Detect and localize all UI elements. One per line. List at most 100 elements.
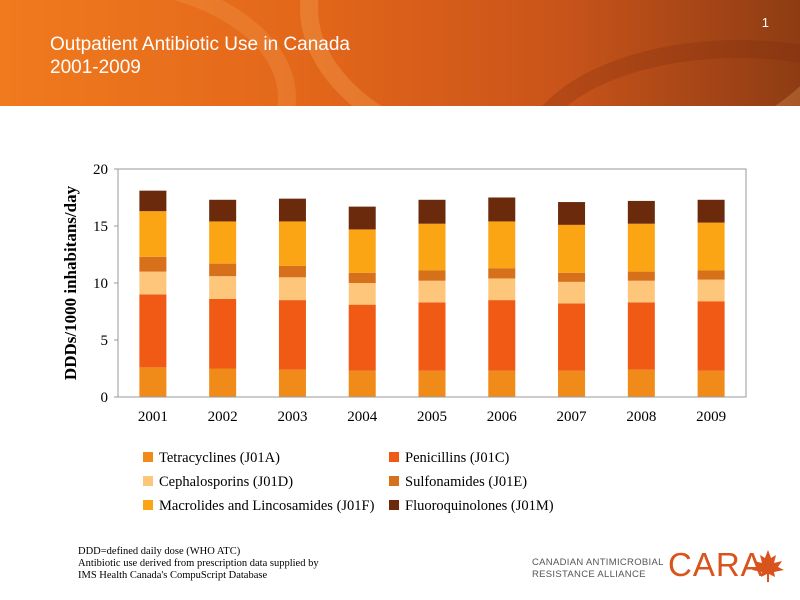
bar-segment bbox=[278, 265, 306, 278]
slide-title-line1: Outpatient Antibiotic Use in Canada bbox=[50, 34, 350, 55]
bar-segment bbox=[558, 303, 586, 371]
bar-segment bbox=[139, 256, 167, 272]
legend-item: Cephalosporins (J01D) bbox=[143, 474, 293, 491]
bar-segment bbox=[558, 370, 586, 397]
bar-segment bbox=[697, 301, 725, 371]
x-tick-label: 2009 bbox=[696, 409, 726, 425]
x-tick-label: 2002 bbox=[208, 409, 238, 425]
cara-logo: CANADIAN ANTIMICROBIAL RESISTANCE ALLIAN… bbox=[532, 546, 792, 587]
logo-tagline-line2: RESISTANCE ALLIANCE bbox=[532, 569, 646, 580]
legend-label: Cephalosporins (J01D) bbox=[159, 474, 294, 490]
plot-area bbox=[139, 190, 725, 397]
bar-segment bbox=[139, 211, 167, 257]
bar-segment bbox=[488, 278, 516, 301]
slide-header bbox=[0, 0, 800, 106]
footnote-line: IMS Health Canada's CompuScript Database bbox=[78, 570, 268, 581]
bar-segment bbox=[697, 370, 725, 397]
bar-segment bbox=[418, 370, 446, 397]
logo-tagline: CANADIAN ANTIMICROBIAL RESISTANCE ALLIAN… bbox=[532, 557, 664, 581]
bar-segment bbox=[209, 368, 237, 397]
legend-swatch bbox=[143, 500, 153, 510]
bar-segment bbox=[278, 198, 306, 222]
axes: 0 5 10 15 20 DDDs/1000 inhabitans/day 2001 2002… bbox=[61, 162, 747, 425]
footnote-line: Antibiotic use derived from prescription… bbox=[78, 558, 319, 569]
bar-segment bbox=[627, 200, 655, 224]
y-axis-title: DDDs/1000 inhabitans/day bbox=[61, 185, 80, 380]
y-tick-label: 0 bbox=[101, 390, 109, 406]
bar-segment bbox=[348, 272, 376, 283]
bar-segment bbox=[348, 229, 376, 273]
bar-segment bbox=[278, 300, 306, 370]
bar-segment bbox=[418, 223, 446, 271]
x-tick-label: 2008 bbox=[626, 409, 656, 425]
x-tick-label: 2007 bbox=[557, 409, 588, 425]
bar-segment bbox=[348, 283, 376, 305]
legend-item: Tetracyclines (J01A) bbox=[143, 450, 280, 467]
logo-wordmark: CARA bbox=[668, 546, 764, 583]
x-tick-label: 2006 bbox=[487, 409, 518, 425]
bar-segment bbox=[488, 197, 516, 222]
bar-segment bbox=[209, 263, 237, 277]
legend-swatch bbox=[389, 500, 399, 510]
x-tick-label: 2004 bbox=[347, 409, 378, 425]
bar-segment bbox=[488, 300, 516, 371]
bar-segment bbox=[558, 272, 586, 282]
bar-segment bbox=[209, 298, 237, 369]
x-tick-label: 2001 bbox=[138, 409, 168, 425]
legend-swatch bbox=[389, 452, 399, 462]
legend-item: Sulfonamides (J01E) bbox=[389, 474, 527, 491]
bar-segment bbox=[627, 369, 655, 397]
bar-segment bbox=[558, 224, 586, 273]
bar-segment bbox=[139, 294, 167, 368]
bar-segment bbox=[627, 280, 655, 303]
bar-segment bbox=[139, 271, 167, 295]
bar-segment bbox=[488, 221, 516, 269]
y-tick-label: 10 bbox=[93, 276, 108, 292]
bar-segment bbox=[278, 277, 306, 301]
bar-segment bbox=[348, 304, 376, 371]
bar-segment bbox=[418, 280, 446, 303]
bar-segment bbox=[558, 281, 586, 304]
bar-segment bbox=[697, 270, 725, 280]
y-tick-label: 15 bbox=[93, 219, 108, 235]
footnote-line: DDD=defined daily dose (WHO ATC) bbox=[78, 546, 241, 557]
maple-leaf-icon bbox=[752, 550, 784, 582]
slide-title: Outpatient Antibiotic Use in Canada 2001… bbox=[50, 33, 350, 79]
bar-segment bbox=[418, 270, 446, 281]
bar-segment bbox=[278, 369, 306, 397]
logo-tagline-line1: CANADIAN ANTIMICROBIAL bbox=[532, 557, 664, 568]
legend-label: Penicillins (J01C) bbox=[405, 450, 510, 466]
slide-title-line2: 2001-2009 bbox=[50, 57, 141, 78]
legend-item: Penicillins (J01C) bbox=[389, 450, 509, 467]
bar-segment bbox=[488, 268, 516, 279]
legend-label: Macrolides and Lincosamides (J01F) bbox=[159, 498, 375, 514]
bar-segment bbox=[348, 370, 376, 397]
y-tick-label: 20 bbox=[93, 162, 108, 178]
bar-segment bbox=[209, 276, 237, 299]
bar-segment bbox=[558, 202, 586, 225]
footnote: DDD=defined daily dose (WHO ATC) Antibio… bbox=[78, 546, 319, 582]
bar-segment bbox=[418, 302, 446, 371]
bar-segment bbox=[488, 370, 516, 397]
legend-item: Macrolides and Lincosamides (J01F) bbox=[143, 498, 374, 515]
bar-segment bbox=[278, 221, 306, 266]
legend-item: Fluoroquinolones (J01M) bbox=[389, 498, 554, 515]
legend-swatch bbox=[143, 476, 153, 486]
x-tick-label: 2005 bbox=[417, 409, 447, 425]
slide-number: 1 bbox=[761, 15, 769, 30]
bar-segment bbox=[139, 367, 167, 397]
bar-segment bbox=[139, 190, 167, 212]
y-tick-label: 5 bbox=[101, 333, 109, 349]
bar-segment bbox=[627, 223, 655, 272]
bar-segment bbox=[697, 279, 725, 302]
x-tick-label: 2003 bbox=[277, 409, 307, 425]
legend-label: Sulfonamides (J01E) bbox=[405, 474, 528, 490]
bar-segment bbox=[348, 206, 376, 230]
bar-segment bbox=[627, 271, 655, 281]
legend-swatch bbox=[143, 452, 153, 462]
bar-segment bbox=[209, 199, 237, 222]
bar-segment bbox=[209, 221, 237, 264]
bar-segment bbox=[418, 199, 446, 224]
bar-segment bbox=[697, 199, 725, 223]
